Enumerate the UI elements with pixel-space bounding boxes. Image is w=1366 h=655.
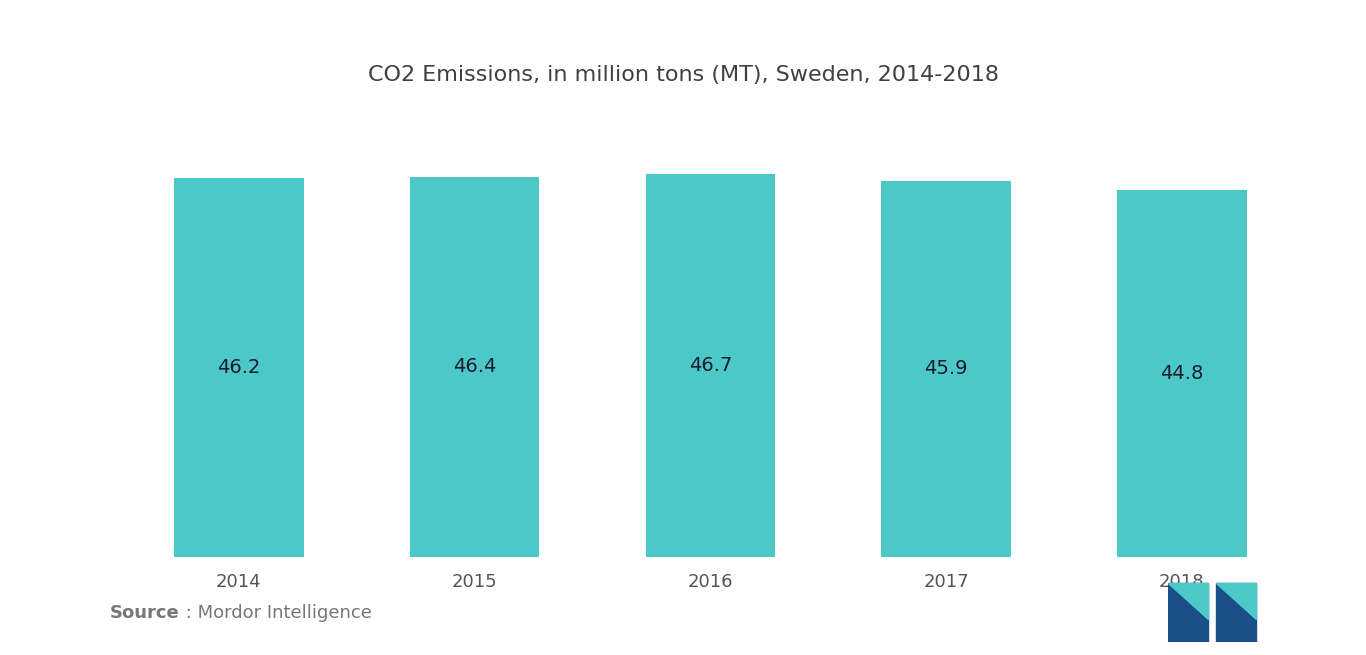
Text: 46.2: 46.2 <box>217 358 261 377</box>
Bar <box>646 174 775 557</box>
Polygon shape <box>1216 583 1255 642</box>
Text: 45.9: 45.9 <box>925 360 967 379</box>
Bar <box>1117 190 1247 557</box>
Text: : Mordor Intelligence: : Mordor Intelligence <box>180 605 372 622</box>
Text: 46.4: 46.4 <box>454 357 496 377</box>
Polygon shape <box>1168 583 1208 619</box>
Text: Source: Source <box>109 605 179 622</box>
Text: 46.7: 46.7 <box>688 356 732 375</box>
Bar <box>881 181 1011 557</box>
Text: CO2 Emissions, in million tons (MT), Sweden, 2014-2018: CO2 Emissions, in million tons (MT), Swe… <box>367 66 999 86</box>
Polygon shape <box>1216 583 1255 619</box>
Bar <box>173 178 303 557</box>
Text: 44.8: 44.8 <box>1160 364 1203 383</box>
Polygon shape <box>1168 583 1208 642</box>
Bar <box>410 177 540 557</box>
